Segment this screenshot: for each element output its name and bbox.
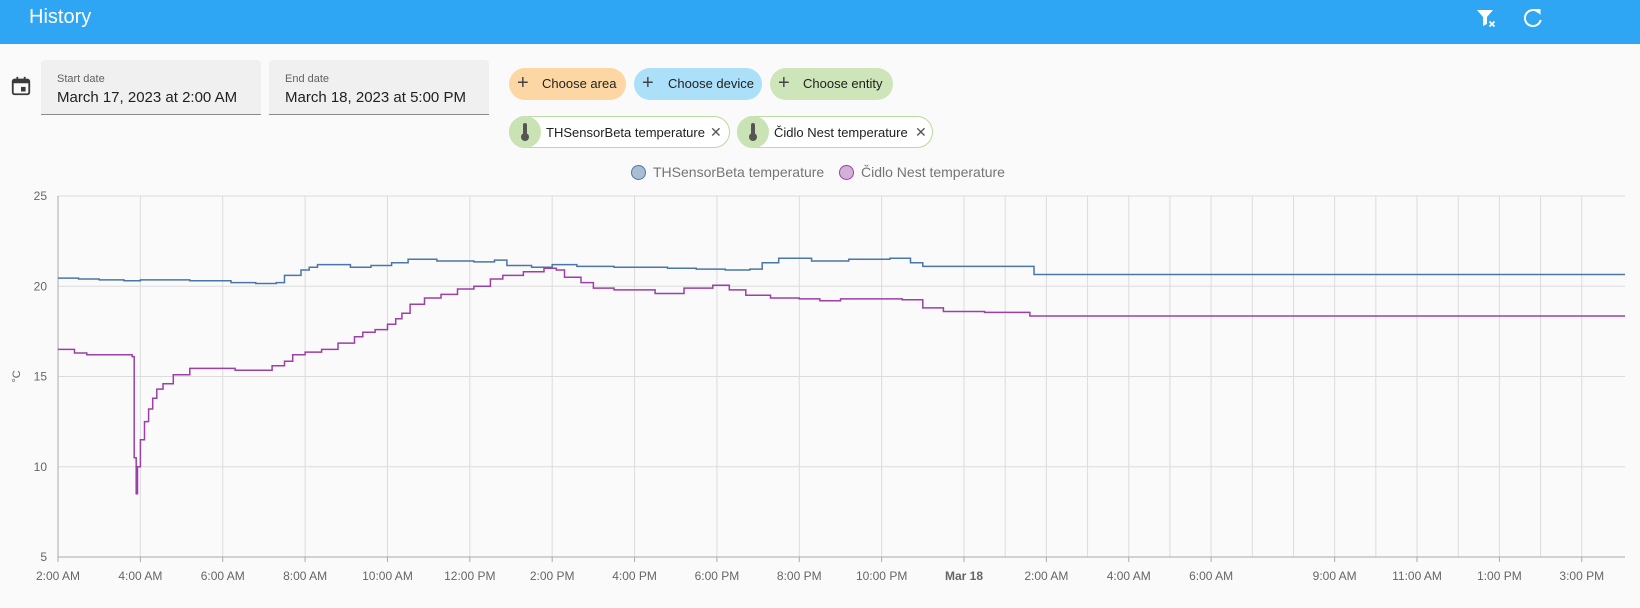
x-tick-label: 3:00 PM [1559,569,1604,583]
start-date-field[interactable]: Start date March 17, 2023 at 2:00 AM [41,60,261,115]
choose-area-label: Choose area [542,76,617,91]
legend-swatch [839,165,854,180]
x-tick-label: 8:00 PM [777,569,822,583]
refresh-icon[interactable] [1521,6,1545,30]
entity-chip-label: Čidlo Nest temperature [774,125,908,140]
choose-device-label: Choose device [668,76,754,91]
x-tick-label: 11:00 AM [1392,569,1442,583]
series-line-1 [58,257,1625,285]
plus-icon: + [517,72,529,94]
x-tick-label: 4:00 AM [118,569,162,583]
x-tick-label: 2:00 AM [36,569,80,583]
page-title: History [29,6,92,28]
y-tick-label: 5 [40,550,47,564]
choose-entity-label: Choose entity [803,76,883,91]
close-icon[interactable]: ✕ [710,124,722,140]
close-icon[interactable]: ✕ [915,124,927,140]
entity-chip-label: THSensorBeta temperature [546,125,705,140]
start-date-value: March 17, 2023 at 2:00 AM [57,89,238,106]
end-date-label: End date [285,73,330,85]
end-date-value: March 18, 2023 at 5:00 PM [285,89,466,106]
x-tick-label: 10:00 PM [856,569,907,583]
choose-device-button[interactable]: + Choose device [634,68,762,100]
entity-chip-thsensorbeta: THSensorBeta temperature ✕ [509,116,730,148]
entity-chip-cidlo-nest: Čidlo Nest temperature ✕ [737,116,933,148]
choose-entity-button[interactable]: + Choose entity [770,68,893,100]
y-tick-label: 15 [34,370,48,384]
choose-area-button[interactable]: + Choose area [509,68,626,100]
x-tick-label: Mar 18 [945,569,983,583]
x-tick-label: 6:00 AM [201,569,245,583]
thermometer-icon [737,116,769,148]
x-tick-label: 4:00 AM [1107,569,1151,583]
x-tick-label: 2:00 PM [530,569,575,583]
thermometer-icon [509,116,541,148]
x-tick-label: 9:00 AM [1313,569,1357,583]
series-line-2 [58,267,1625,495]
clear-filter-icon[interactable] [1474,6,1498,30]
y-axis-label: °C [11,370,23,382]
y-tick-label: 20 [34,279,48,293]
calendar-icon[interactable] [10,75,32,97]
y-tick-label: 25 [34,189,48,203]
x-tick-label: 4:00 PM [612,569,657,583]
x-tick-label: 2:00 AM [1024,569,1068,583]
legend-label: Čidlo Nest temperature [861,164,1005,180]
x-tick-label: 1:00 PM [1477,569,1522,583]
history-chart: 5 10 15 20 25 2:00 AM 4:00 AM 6:00 AM 8:00 AM 10:… [11,189,1625,583]
start-date-label: Start date [57,73,105,85]
x-tick-label: 6:00 AM [1189,569,1233,583]
plus-icon: + [642,72,654,94]
x-tick-label: 12:00 PM [444,569,495,583]
legend-swatch [631,165,646,180]
y-tick-label: 10 [34,460,48,474]
end-date-field[interactable]: End date March 18, 2023 at 5:00 PM [269,60,489,115]
plus-icon: + [778,72,790,94]
x-tick-label: 6:00 PM [695,569,740,583]
legend-label: THSensorBeta temperature [653,164,825,180]
x-tick-label: 10:00 AM [362,569,413,583]
x-tick-label: 8:00 AM [283,569,327,583]
top-app-bar: History [0,0,1640,44]
